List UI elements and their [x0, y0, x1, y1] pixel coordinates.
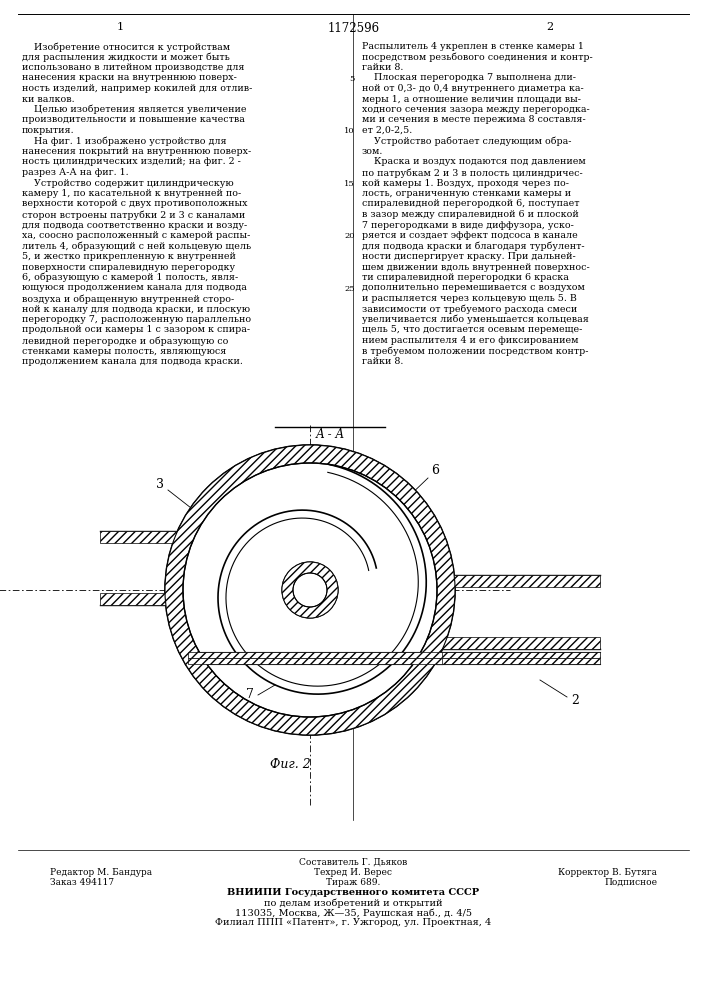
Text: 5, и жестко прикрепленную к внутренней: 5, и жестко прикрепленную к внутренней — [22, 252, 236, 261]
Text: в требуемом положении посредством контр-: в требуемом положении посредством контр- — [362, 347, 588, 356]
Text: 20: 20 — [344, 232, 355, 240]
Text: посредством резьбового соединения и контр-: посредством резьбового соединения и конт… — [362, 52, 592, 62]
Text: ной к каналу для подвода краски, и плоскую: ной к каналу для подвода краски, и плоск… — [22, 304, 250, 314]
Text: производительности и повышение качества: производительности и повышение качества — [22, 115, 245, 124]
Text: ха, соосно расположенный с камерой распы-: ха, соосно расположенный с камерой распы… — [22, 231, 250, 240]
Text: разрез А-А на фиг. 1.: разрез А-А на фиг. 1. — [22, 168, 129, 177]
Text: нанесения покрытий на внутреннюю поверх-: нанесения покрытий на внутреннюю поверх- — [22, 147, 251, 156]
Text: 6, образующую с камерой 1 полость, явля-: 6, образующую с камерой 1 полость, явля- — [22, 273, 238, 282]
Bar — [188, 658, 442, 664]
Text: увеличивается либо уменьшается кольцевая: увеличивается либо уменьшается кольцевая — [362, 315, 589, 324]
Text: щель 5, что достигается осевым перемеще-: щель 5, что достигается осевым перемеще- — [362, 326, 583, 334]
Text: 2: 2 — [547, 22, 554, 32]
Text: гайки 8.: гайки 8. — [362, 357, 404, 366]
Text: продольной оси камеры 1 с зазором к спира-: продольной оси камеры 1 с зазором к спир… — [22, 326, 250, 334]
Text: гайки 8.: гайки 8. — [362, 63, 404, 72]
Text: 7: 7 — [246, 688, 254, 702]
Bar — [437, 652, 600, 658]
Text: нанесения краски на внутреннюю поверх-: нанесения краски на внутреннюю поверх- — [22, 74, 237, 83]
Text: стенками камеры полость, являющуюся: стенками камеры полость, являющуюся — [22, 347, 226, 356]
Text: для распыления жидкости и может быть: для распыления жидкости и может быть — [22, 52, 230, 62]
Text: 6: 6 — [431, 464, 439, 477]
Bar — [437, 637, 600, 649]
Text: 7 перегородками в виде диффузора, уско-: 7 перегородками в виде диффузора, уско- — [362, 221, 574, 230]
Text: Распылитель 4 укреплен в стенке камеры 1: Распылитель 4 укреплен в стенке камеры 1 — [362, 42, 584, 51]
Text: 1172596: 1172596 — [327, 22, 380, 35]
Text: зависимости от требуемого расхода смеси: зависимости от требуемого расхода смеси — [362, 304, 577, 314]
Text: Краска и воздух подаются под давлением: Краска и воздух подаются под давлением — [362, 157, 586, 166]
Text: 15: 15 — [344, 180, 355, 188]
Text: в зазор между спиралевидной 6 и плоской: в зазор между спиралевидной 6 и плоской — [362, 210, 579, 219]
Text: 2: 2 — [571, 694, 579, 706]
Text: левидной перегородке и образующую со: левидной перегородке и образующую со — [22, 336, 228, 346]
Text: меры 1, а отношение величин площади вы-: меры 1, а отношение величин площади вы- — [362, 95, 581, 104]
Text: 113035, Москва, Ж—35, Раушская наб., д. 4/5: 113035, Москва, Ж—35, Раушская наб., д. … — [235, 908, 472, 918]
Text: Редактор М. Бандура: Редактор М. Бандура — [50, 868, 152, 877]
Text: ющуюся продолжением канала для подвода: ющуюся продолжением канала для подвода — [22, 284, 247, 292]
Text: перегородку 7, расположенную параллельно: перегородку 7, расположенную параллельно — [22, 315, 251, 324]
Text: Заказ 494117: Заказ 494117 — [50, 878, 114, 887]
Text: лость, ограниченную стенками камеры и: лость, ограниченную стенками камеры и — [362, 189, 571, 198]
Bar — [188, 652, 442, 658]
Text: Целью изобретения является увеличение: Целью изобретения является увеличение — [22, 105, 247, 114]
Text: ность изделий, например кокилей для отлив-: ность изделий, например кокилей для отли… — [22, 84, 252, 93]
Bar — [100, 531, 183, 543]
Text: ВНИИПИ Государственного комитета СССР: ВНИИПИ Государственного комитета СССР — [228, 888, 479, 897]
Text: по делам изобретений и открытий: по делам изобретений и открытий — [264, 898, 443, 908]
Text: ность цилиндрических изделий; на фиг. 2 -: ность цилиндрических изделий; на фиг. 2 … — [22, 157, 241, 166]
Circle shape — [282, 562, 338, 618]
Text: и распыляется через кольцевую щель 5. В: и распыляется через кольцевую щель 5. В — [362, 294, 577, 303]
Text: для подвода соответственно краски и возду-: для подвода соответственно краски и возд… — [22, 221, 247, 230]
Text: по патрубкам 2 и 3 в полость цилиндричес-: по патрубкам 2 и 3 в полость цилиндричес… — [362, 168, 583, 178]
Text: спиралевидной перегородкой 6, поступает: спиралевидной перегородкой 6, поступает — [362, 200, 580, 209]
Text: ти спиралевидной перегородки 6 краска: ти спиралевидной перегородки 6 краска — [362, 273, 569, 282]
Text: сторон встроены патрубки 2 и 3 с каналами: сторон встроены патрубки 2 и 3 с каналам… — [22, 210, 245, 220]
Text: покрытия.: покрытия. — [22, 126, 75, 135]
Text: верхности которой с двух противоположных: верхности которой с двух противоположных — [22, 200, 247, 209]
Text: поверхности спиралевидную перегородку: поверхности спиралевидную перегородку — [22, 262, 235, 271]
Text: кой камеры 1. Воздух, проходя через по-: кой камеры 1. Воздух, проходя через по- — [362, 178, 569, 188]
Text: Составитель Г. Дьяков: Составитель Г. Дьяков — [299, 858, 408, 867]
Text: шем движении вдоль внутренней поверхнос-: шем движении вдоль внутренней поверхнос- — [362, 262, 590, 271]
Text: ми и сечения в месте пережима 8 составля-: ми и сечения в месте пережима 8 составля… — [362, 115, 586, 124]
Text: ки валков.: ки валков. — [22, 95, 75, 104]
Text: 5: 5 — [350, 75, 355, 83]
Text: ходного сечения зазора между перегородка-: ходного сечения зазора между перегородка… — [362, 105, 590, 114]
Text: На фиг. 1 изображено устройство для: На фиг. 1 изображено устройство для — [22, 136, 227, 146]
Text: Корректор В. Бутяга: Корректор В. Бутяга — [558, 868, 657, 877]
Text: использовано в литейном производстве для: использовано в литейном производстве для — [22, 63, 245, 72]
Text: дополнительно перемешивается с воздухом: дополнительно перемешивается с воздухом — [362, 284, 585, 292]
Text: 1: 1 — [117, 22, 124, 32]
Text: Устройство содержит цилиндрическую: Устройство содержит цилиндрическую — [22, 178, 233, 188]
Text: Изобретение относится к устройствам: Изобретение относится к устройствам — [22, 42, 230, 51]
Bar — [100, 543, 183, 593]
Text: Тираж 689.: Тираж 689. — [327, 878, 380, 887]
Bar — [437, 658, 600, 664]
Bar — [100, 593, 183, 605]
Text: Плоская перегородка 7 выполнена дли-: Плоская перегородка 7 выполнена дли- — [362, 74, 576, 83]
Text: Подписное: Подписное — [604, 878, 657, 887]
Text: продолжением канала для подвода краски.: продолжением канала для подвода краски. — [22, 357, 243, 366]
Text: ной от 0,3- до 0,4 внутреннего диаметра ка-: ной от 0,3- до 0,4 внутреннего диаметра … — [362, 84, 584, 93]
Text: для подвода краски и благодаря турбулент-: для подвода краски и благодаря турбулент… — [362, 241, 585, 251]
Text: 25: 25 — [344, 285, 355, 293]
Text: ности диспергирует краску. При дальней-: ности диспергирует краску. При дальней- — [362, 252, 575, 261]
Text: Филиал ППП «Патент», г. Ужгород, ул. Проектная, 4: Филиал ППП «Патент», г. Ужгород, ул. Про… — [216, 918, 491, 927]
Text: ет 2,0-2,5.: ет 2,0-2,5. — [362, 126, 412, 135]
Text: А - А: А - А — [315, 428, 344, 441]
Text: Фиг. 2: Фиг. 2 — [270, 758, 311, 771]
Text: Устройство работает следующим обра-: Устройство работает следующим обра- — [362, 136, 571, 146]
Text: литель 4, образующий с ней кольцевую щель: литель 4, образующий с ней кольцевую щел… — [22, 241, 251, 251]
Bar — [437, 587, 600, 637]
Bar — [437, 575, 600, 587]
Text: ряется и создает эффект подсоса в канале: ряется и создает эффект подсоса в канале — [362, 231, 578, 240]
Circle shape — [165, 445, 455, 735]
Text: 10: 10 — [344, 127, 355, 135]
Text: 3: 3 — [156, 478, 164, 490]
Text: зом.: зом. — [362, 147, 383, 156]
Text: нием распылителя 4 и его фиксированием: нием распылителя 4 и его фиксированием — [362, 336, 578, 345]
Text: воздуха и обращенную внутренней сторо-: воздуха и обращенную внутренней сторо- — [22, 294, 234, 304]
Text: Техред И. Верес: Техред И. Верес — [315, 868, 392, 877]
Text: камеру 1, по касательной к внутренней по-: камеру 1, по касательной к внутренней по… — [22, 189, 241, 198]
